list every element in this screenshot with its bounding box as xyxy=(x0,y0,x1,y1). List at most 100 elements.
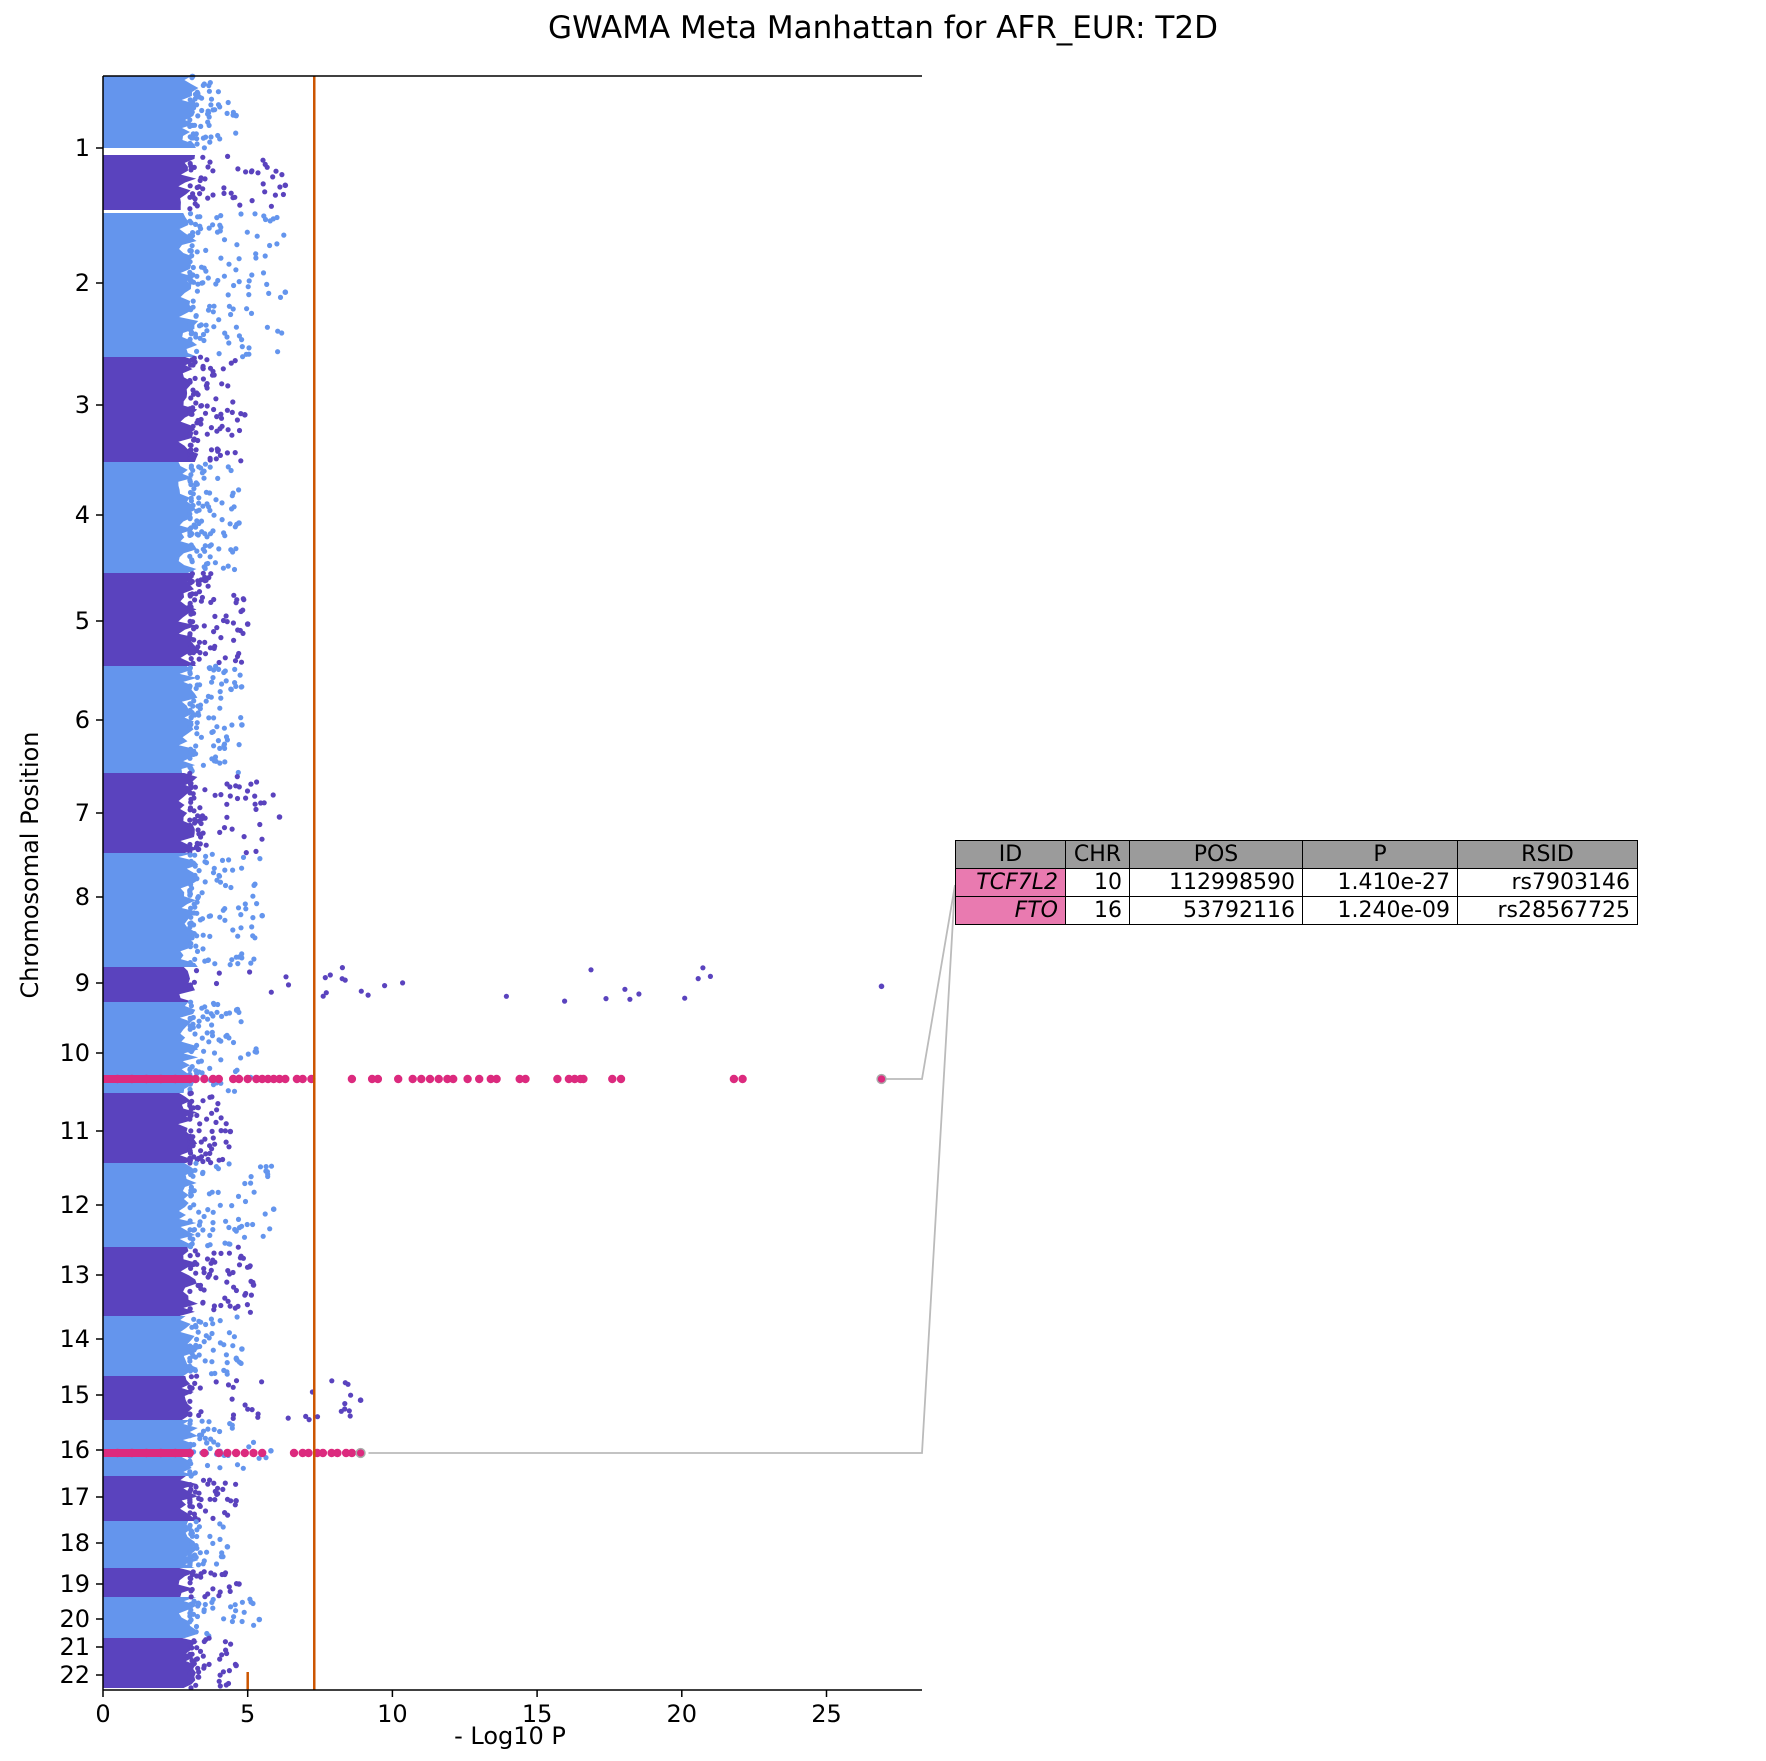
data-point xyxy=(190,135,196,141)
data-point xyxy=(187,1157,193,1163)
data-point xyxy=(264,164,270,170)
data-point xyxy=(187,425,193,431)
data-point xyxy=(198,175,204,181)
data-point xyxy=(241,1609,247,1615)
data-point xyxy=(217,829,223,836)
data-point xyxy=(203,842,209,848)
data-point xyxy=(226,1010,233,1016)
data-point xyxy=(207,365,214,371)
data-point xyxy=(264,281,270,287)
data-point xyxy=(192,375,198,381)
highlight-point xyxy=(258,1074,267,1084)
data-point xyxy=(228,884,234,891)
data-point xyxy=(213,1275,219,1281)
data-point xyxy=(248,310,255,316)
data-point xyxy=(231,1614,237,1620)
data-point xyxy=(214,446,220,452)
data-point xyxy=(239,865,245,871)
data-point xyxy=(245,1051,251,1057)
data-point xyxy=(233,1608,239,1614)
data-point xyxy=(205,275,211,281)
data-point xyxy=(190,650,197,656)
highlight-point xyxy=(738,1074,747,1084)
data-point xyxy=(210,1605,216,1611)
data-point xyxy=(233,1481,239,1487)
data-point xyxy=(240,854,247,861)
highlight-point xyxy=(240,1448,249,1458)
data-point xyxy=(195,214,201,220)
data-point xyxy=(188,999,194,1005)
table-row: FTO 16 53792116 1.240e-09 rs28567725 xyxy=(955,896,1638,925)
data-point xyxy=(248,1180,254,1186)
chromosome-band-14 xyxy=(103,1247,198,1316)
data-point xyxy=(207,1445,213,1452)
data-point xyxy=(233,954,239,960)
highlight-point xyxy=(515,1074,524,1084)
data-point xyxy=(207,1496,213,1502)
data-point xyxy=(233,783,239,789)
highlight-point xyxy=(347,1074,357,1084)
data-point xyxy=(218,1250,224,1256)
col-header-id: ID xyxy=(955,840,1066,869)
data-point xyxy=(252,793,258,799)
data-point xyxy=(211,324,217,330)
data-point xyxy=(207,1533,213,1539)
data-point xyxy=(192,221,199,227)
data-point xyxy=(230,1269,236,1276)
data-point xyxy=(248,781,254,787)
data-point xyxy=(198,1574,204,1580)
data-point xyxy=(187,1253,193,1259)
data-point xyxy=(190,1105,196,1111)
data-point xyxy=(208,1570,214,1576)
data-point xyxy=(342,977,348,983)
data-point xyxy=(267,242,273,249)
data-point xyxy=(201,1638,207,1645)
data-point xyxy=(244,306,250,312)
data-point xyxy=(250,915,256,921)
data-point xyxy=(225,563,231,569)
chromosome-points-5 xyxy=(187,461,242,573)
data-point xyxy=(202,651,209,657)
table-row: TCF7L2 10 112998590 1.410e-27 rs7903146 xyxy=(955,868,1638,897)
data-point xyxy=(187,448,193,454)
highlight-point xyxy=(553,1074,562,1084)
data-point xyxy=(207,464,213,470)
data-point xyxy=(187,97,193,103)
highlight-point xyxy=(304,1448,313,1458)
chromosome-points-9 xyxy=(187,851,266,968)
data-point xyxy=(187,259,193,265)
data-point xyxy=(187,430,194,436)
data-point xyxy=(216,970,222,976)
data-point xyxy=(187,845,193,852)
data-point xyxy=(191,626,197,632)
top-hits-table: ID CHR POS P RSID TCF7L2 10 112998590 1.… xyxy=(955,840,1638,925)
data-point xyxy=(259,912,266,919)
chromosome-points-21 xyxy=(187,1596,263,1639)
data-point xyxy=(226,857,232,863)
data-point xyxy=(187,410,193,416)
data-point xyxy=(188,1374,194,1380)
data-point xyxy=(195,894,201,900)
data-point xyxy=(196,1018,202,1024)
data-point xyxy=(198,1148,204,1154)
data-point xyxy=(194,531,200,537)
data-point xyxy=(191,105,197,111)
data-point xyxy=(210,1586,216,1592)
data-point xyxy=(233,112,239,119)
data-point xyxy=(218,1057,224,1063)
data-point xyxy=(276,814,283,820)
data-point xyxy=(246,345,252,351)
data-point xyxy=(193,1554,199,1560)
data-point xyxy=(189,935,195,941)
chromosome-band-10 xyxy=(103,967,195,1002)
data-point xyxy=(195,230,201,236)
chromosome-points-2 xyxy=(187,153,289,212)
data-point xyxy=(249,924,255,930)
data-point xyxy=(227,784,233,790)
data-point xyxy=(259,1379,265,1385)
data-point xyxy=(204,1462,211,1469)
data-point xyxy=(221,1342,227,1348)
highlight-point xyxy=(185,1074,194,1084)
data-point xyxy=(207,531,214,537)
data-point xyxy=(204,1030,210,1036)
